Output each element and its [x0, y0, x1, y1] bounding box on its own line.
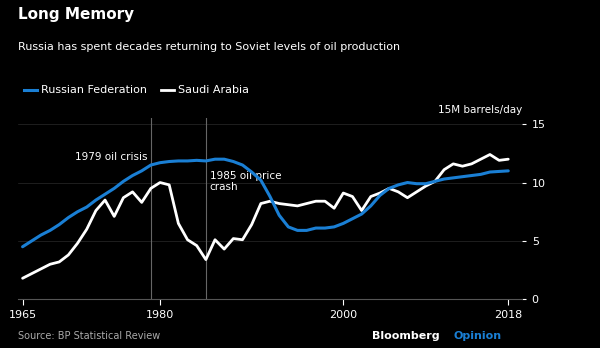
Text: 1985 oil price
crash: 1985 oil price crash — [209, 171, 281, 192]
Text: Long Memory: Long Memory — [18, 7, 134, 22]
Legend: Russian Federation, Saudi Arabia: Russian Federation, Saudi Arabia — [23, 86, 250, 95]
Text: 15M barrels/day: 15M barrels/day — [438, 105, 522, 115]
Text: Opinion: Opinion — [454, 331, 502, 341]
Text: Source: BP Statistical Review: Source: BP Statistical Review — [18, 331, 160, 341]
Text: Russia has spent decades returning to Soviet levels of oil production: Russia has spent decades returning to So… — [18, 42, 400, 52]
Text: Bloomberg: Bloomberg — [372, 331, 440, 341]
Text: 1979 oil crisis: 1979 oil crisis — [75, 152, 147, 162]
